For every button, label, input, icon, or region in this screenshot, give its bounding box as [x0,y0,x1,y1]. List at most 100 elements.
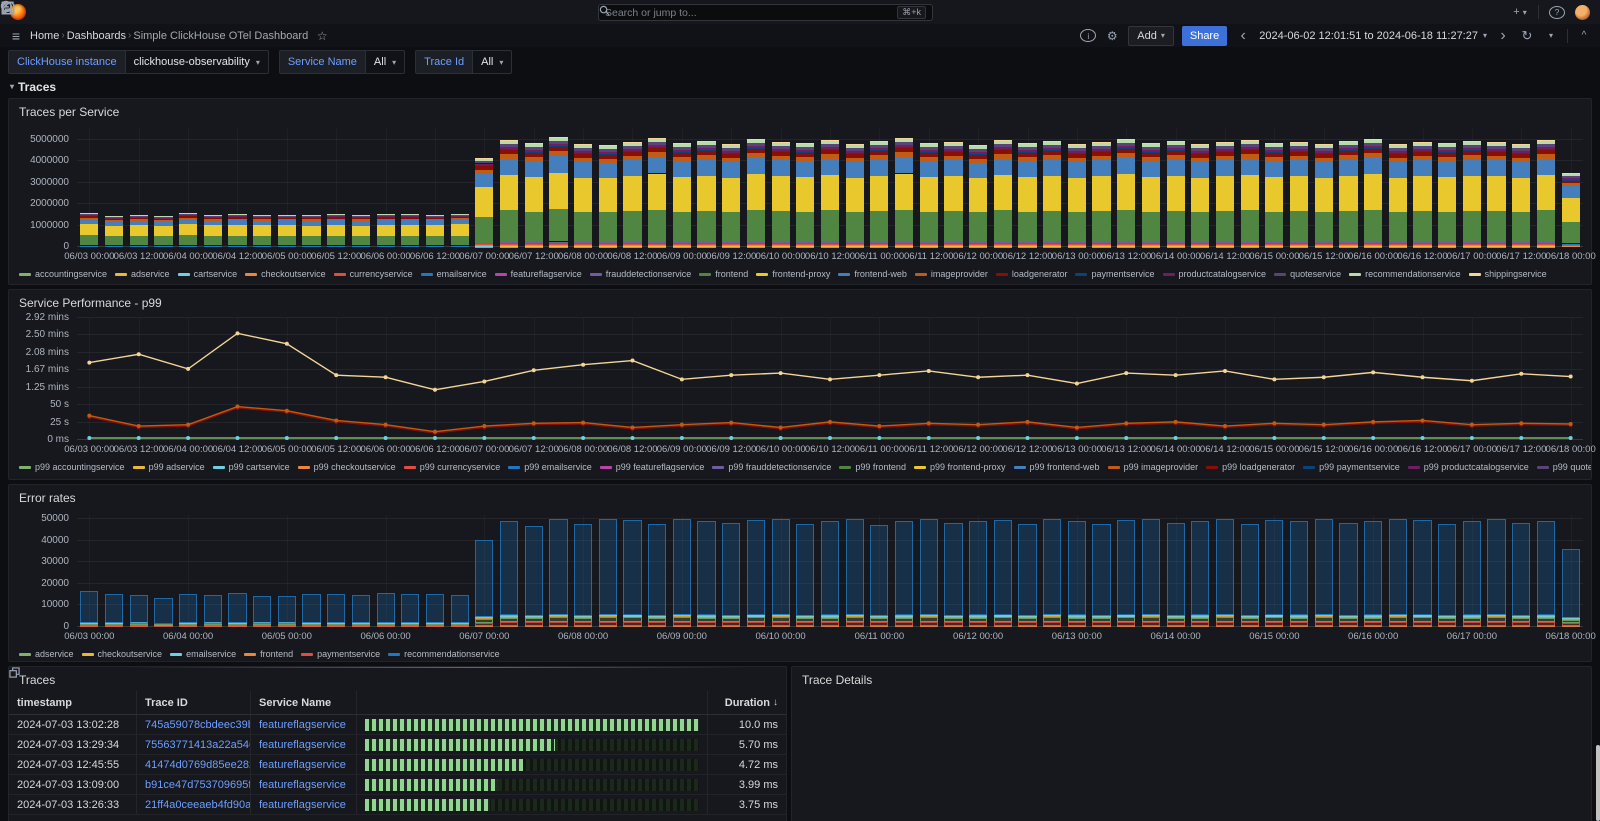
bar-segment-cartservice [944,245,962,246]
legend-item-productcatalogservice[interactable]: p99 productcatalogservice [1408,462,1529,472]
legend-item-frauddetectionservice[interactable]: p99 frauddetectionservice [712,462,831,472]
legend-item-checkoutservice[interactable]: checkoutservice [245,269,326,279]
refresh-interval-caret[interactable]: ▾ [1543,28,1559,44]
variable-value-dropdown[interactable]: clickhouse-observability▾ [125,50,269,74]
variable-value-dropdown[interactable]: All▾ [472,50,512,74]
legend-item-productcatalogservice[interactable]: productcatalogservice [1163,269,1267,279]
user-avatar[interactable] [1575,5,1590,20]
column-header-trace-id[interactable]: Trace ID [137,691,251,714]
legend-item-accountingservice[interactable]: accountingservice [19,269,107,279]
bar-segment-quoteservice [994,144,1012,147]
add-new-button[interactable]: + ▾ [1512,4,1528,20]
bar-segment-loadgenerator [1216,152,1234,156]
legend-item-loadgenerator[interactable]: p99 loadgenerator [1206,462,1295,472]
cell-service-link[interactable]: featureflagservice [251,795,357,814]
legend-item-featureflagservice[interactable]: p99 featureflagservice [600,462,705,472]
bar-segment-quoteservice [1463,145,1481,148]
search-input[interactable]: Search or jump to... ⌘+k [598,4,933,21]
cell-trace-id-link[interactable]: 75563771413a22a54618... [137,735,251,754]
legend-item-adservice[interactable]: p99 adservice [133,462,205,472]
legend-item-emailservice[interactable]: emailservice [170,649,236,659]
bar-segment-adservice [1315,246,1333,247]
legend-item-featureflagservice[interactable]: featureflagservice [495,269,582,279]
legend-item-loadgenerator[interactable]: loadgenerator [996,269,1068,279]
bar-segment-recommendationservice [1562,174,1580,176]
cell-trace-id-link[interactable]: 21ff4a0ceeaeb4fd90af0... [137,795,251,814]
bar-segment-frontend-proxy [525,177,543,212]
breadcrumb-home[interactable]: Home [30,30,59,42]
legend-item-checkoutservice[interactable]: p99 checkoutservice [298,462,396,472]
legend-item-currencyservice[interactable]: p99 currencyservice [404,462,501,472]
cell-service-link[interactable]: featureflagservice [251,775,357,794]
panel-title[interactable]: Error rates [9,485,1591,507]
bar-segment-frontend [1537,210,1555,241]
legend-item-imageprovider[interactable]: p99 imageprovider [1108,462,1199,472]
x-axis-tick: 06/13 12:00 [1101,251,1151,262]
legend-item-adservice[interactable]: adservice [19,649,74,659]
variable-value-dropdown[interactable]: All▾ [365,50,405,74]
time-forward-icon[interactable]: › [1495,28,1511,44]
bar-segment-frontend-web [1290,160,1308,176]
add-panel-button[interactable]: Add▾ [1128,26,1174,46]
panel-title[interactable]: Traces per Service [9,99,1591,121]
section-traces-toggle[interactable]: ▾ Traces [0,77,1600,96]
panel-title[interactable]: Trace Details [792,667,1591,689]
dashboard-settings-icon[interactable]: ⚙ [1104,28,1120,44]
menu-icon[interactable]: ≡ [8,28,24,44]
legend-item-cartservice[interactable]: p99 cartservice [213,462,290,472]
time-back-icon[interactable]: ‹ [1235,28,1251,44]
panel-title[interactable]: Traces [19,673,55,687]
help-icon[interactable]: ? [1549,6,1565,19]
scrollbar-thumb[interactable] [1596,745,1600,821]
breadcrumb-dashboards[interactable]: Dashboards [67,30,126,42]
x-axis-tick: 06/18 00:00 [1546,444,1596,455]
legend-item-recommendationservice[interactable]: recommendationservice [1349,269,1461,279]
legend-item-checkoutservice[interactable]: checkoutservice [82,649,163,659]
bar-segment-adservice [994,617,1012,621]
column-header-duration[interactable]: Duration↓ [708,691,786,714]
legend-item-imageprovider[interactable]: imageprovider [915,269,988,279]
legend-item-frontend-web[interactable]: p99 frontend-web [1014,462,1100,472]
favorite-star-icon[interactable]: ☆ [314,28,330,44]
zoom-out-icon[interactable] [0,0,16,16]
legend-item-cartservice[interactable]: cartservice [178,269,238,279]
legend-item-emailservice[interactable]: emailservice [421,269,487,279]
dashboard-insights-icon[interactable]: i [1080,29,1096,42]
legend-item-paymentservice[interactable]: paymentservice [301,649,380,659]
legend-item-quoteservice[interactable]: p99 quoteservice [1537,462,1591,472]
cell-trace-id-link[interactable]: 41474d0769d85ee2828... [137,755,251,774]
legend-item-accountingservice[interactable]: p99 accountingservice [19,462,125,472]
bar-segment-imageprovider [500,154,518,159]
cell-service-link[interactable]: featureflagservice [251,755,357,774]
legend-item-frontend-proxy[interactable]: frontend-proxy [756,269,830,279]
cell-service-link[interactable]: featureflagservice [251,735,357,754]
legend-item-frauddetectionservice[interactable]: frauddetectionservice [590,269,692,279]
legend-item-frontend[interactable]: p99 frontend [839,462,906,472]
legend-item-emailservice[interactable]: p99 emailservice [508,462,592,472]
legend-item-paymentservice[interactable]: paymentservice [1075,269,1154,279]
share-button[interactable]: Share [1182,26,1227,46]
legend-item-recommendationservice[interactable]: recommendationservice [388,649,500,659]
refresh-icon[interactable]: ↻ [1519,28,1535,44]
legend-item-frontend[interactable]: frontend [699,269,748,279]
legend-item-currencyservice[interactable]: currencyservice [334,269,413,279]
legend-item-quoteservice[interactable]: quoteservice [1274,269,1341,279]
legend-item-adservice[interactable]: adservice [115,269,170,279]
panel-title[interactable]: Service Performance - p99 [9,290,1591,312]
legend-item-frontend[interactable]: frontend [244,649,293,659]
time-range-picker[interactable]: 2024-06-02 12:01:51 to 2024-06-18 11:27:… [1259,30,1487,42]
legend-item-frontend-web[interactable]: frontend-web [838,269,907,279]
x-axis-tick: 06/09 00:00 [657,631,707,642]
cell-trace-id-link[interactable]: b91ce47d753709695f1d... [137,775,251,794]
collapse-toolbar-icon[interactable]: ^ [1576,28,1592,44]
cell-trace-id-link[interactable]: 745a59078cbdeec39b7... [137,715,251,734]
bar-segment-adservice [673,246,691,247]
legend-item-shippingservice[interactable]: shippingservice [1469,269,1547,279]
column-header-timestamp[interactable]: timestamp [9,691,137,714]
panel-link-icon[interactable] [9,667,20,678]
legend-item-frontend-proxy[interactable]: p99 frontend-proxy [914,462,1006,472]
x-axis-tick: 06/05 00:00 [262,444,312,455]
cell-service-link[interactable]: featureflagservice [251,715,357,734]
legend-item-paymentservice[interactable]: p99 paymentservice [1303,462,1400,472]
column-header-service-name[interactable]: Service Name [251,691,357,714]
